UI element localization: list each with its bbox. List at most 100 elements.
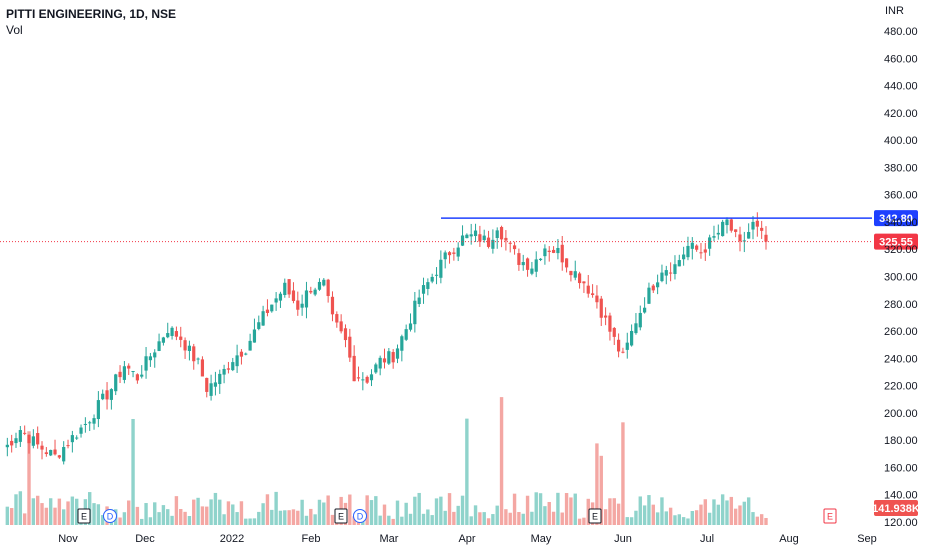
volume-bar: [88, 492, 92, 525]
volume-bar: [244, 518, 248, 525]
candle-body: [66, 445, 70, 447]
volume-bar: [486, 518, 491, 525]
volume-bar: [196, 497, 200, 525]
volume-bar: [400, 516, 404, 525]
candle-body: [538, 258, 543, 260]
earnings-marker-icon[interactable]: E: [334, 508, 348, 524]
volume-bar: [261, 503, 265, 525]
dividend-marker-icon[interactable]: D: [103, 509, 117, 523]
time-tick-label: Apr: [458, 533, 475, 545]
volume-bar: [365, 495, 369, 525]
volume-bar: [239, 501, 244, 525]
candle-body: [556, 247, 560, 254]
volume-bar: [40, 503, 44, 525]
candle-body: [248, 340, 252, 351]
candle-body: [673, 264, 677, 275]
candle-body: [179, 336, 183, 340]
candle-body: [96, 400, 100, 420]
candle-body: [716, 232, 720, 235]
volume-bar: [495, 505, 499, 525]
candle-body: [617, 339, 621, 352]
candle-body: [122, 366, 126, 380]
candle-body: [352, 355, 356, 382]
volume-bar: [296, 510, 300, 525]
time-tick-label: Dec: [135, 533, 155, 545]
volume-bar: [283, 510, 287, 525]
price-tick-label: 420.00: [884, 108, 918, 120]
volume-bar: [408, 513, 413, 525]
candle-body: [231, 362, 235, 371]
indicator-label[interactable]: Vol: [6, 23, 23, 37]
volume-bar: [101, 515, 105, 525]
volume-bar: [348, 494, 352, 525]
volume-bar: [677, 514, 681, 525]
candle-body: [517, 253, 521, 265]
volume-bar: [681, 517, 686, 525]
candle-body: [447, 252, 452, 256]
candle-body: [660, 272, 664, 282]
volume-bar: [257, 511, 261, 525]
candle-body: [40, 445, 44, 450]
candle-body: [148, 356, 152, 361]
candle-body: [57, 455, 61, 458]
volume-bar: [421, 513, 426, 525]
candle-body: [5, 444, 9, 448]
volume-bar: [664, 511, 668, 525]
earnings-marker-icon[interactable]: E: [77, 508, 91, 524]
volume-bar: [525, 495, 530, 525]
time-tick-label: Jun: [614, 533, 632, 545]
volume-bar: [148, 517, 153, 525]
candle-body: [486, 237, 491, 247]
candle-body: [291, 290, 296, 301]
symbol-title[interactable]: PITTI ENGINEERING, 1D, NSE: [6, 7, 177, 21]
candle-body: [703, 249, 707, 253]
candle-body: [300, 303, 304, 308]
candle-body: [530, 268, 534, 274]
volume-bar: [582, 517, 586, 525]
candle-body: [404, 329, 408, 340]
time-tick-label: 2022: [220, 533, 244, 545]
volume-bar: [738, 505, 742, 525]
candle-body: [326, 279, 330, 297]
dividend-marker-icon[interactable]: D: [353, 509, 367, 523]
candle-body: [413, 300, 417, 325]
candle-body: [725, 219, 729, 226]
candle-body: [465, 234, 469, 239]
volume-bar: [14, 494, 18, 525]
candle-body: [79, 427, 83, 434]
earnings-marker-icon[interactable]: E: [823, 508, 837, 524]
candle-body: [504, 237, 508, 241]
volume-bar: [53, 507, 57, 525]
time-tick-label: Mar: [380, 533, 399, 545]
volume-bar: [586, 498, 590, 525]
volume-bar: [18, 491, 23, 525]
volume-bar: [22, 513, 27, 525]
volume-bar: [634, 510, 638, 525]
earnings-marker-icon[interactable]: E: [588, 508, 602, 524]
candle-body: [213, 382, 218, 387]
candle-body: [235, 355, 239, 367]
last-volume-tag: 141.938K: [872, 500, 920, 516]
candle-body: [512, 245, 517, 250]
volume-bar: [439, 496, 443, 525]
candle-body: [135, 374, 139, 381]
volume-bar: [625, 517, 629, 525]
candle-body: [400, 336, 404, 351]
candle-body: [49, 449, 53, 456]
volume-bar: [499, 397, 504, 525]
volume-bar: [556, 492, 560, 525]
volume-bar: [690, 511, 695, 525]
marker-letter: D: [357, 512, 364, 522]
currency-label: INR: [885, 5, 904, 17]
candle-body: [508, 242, 512, 244]
volume-bar: [551, 511, 556, 525]
candle-body: [222, 368, 226, 375]
candle-body: [335, 314, 339, 323]
volume-bar: [270, 509, 274, 525]
volume-bar: [456, 505, 460, 525]
volume-bar: [61, 509, 66, 525]
candle-body: [443, 252, 447, 260]
time-tick-label: Aug: [779, 533, 799, 545]
